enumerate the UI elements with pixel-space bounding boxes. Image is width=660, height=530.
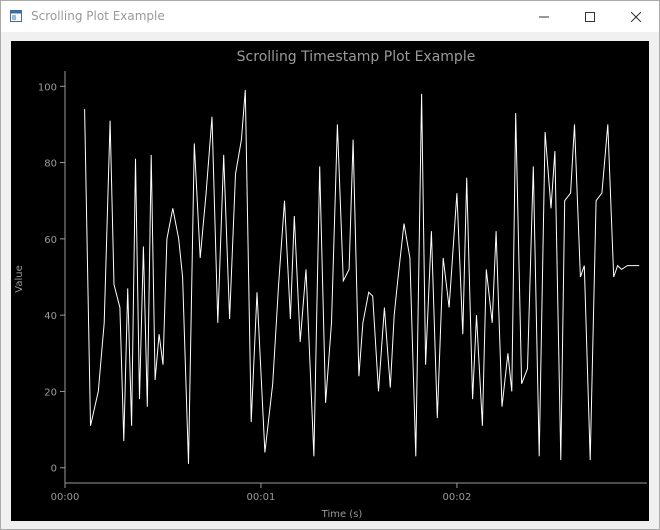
- plot-widget[interactable]: Scrolling Timestamp Plot Example 0 20 40 60…: [11, 41, 649, 521]
- y-tick-label: 60: [44, 235, 57, 246]
- close-icon: [631, 11, 641, 22]
- x-tick-label: 00:02: [443, 492, 472, 503]
- chart-title: Scrolling Timestamp Plot Example: [236, 49, 476, 65]
- series-line: [84, 90, 640, 464]
- y-tick-label: 80: [44, 159, 57, 170]
- title-bar[interactable]: Scrolling Plot Example: [1, 1, 659, 32]
- app-window-icon: [10, 10, 22, 22]
- plot-canvas[interactable]: 0 20 40 60 80 100 00:00 00:01 00:02 Value Time …: [11, 41, 649, 521]
- y-ticks: 0 20 40 60 80 100: [38, 82, 65, 475]
- x-axis-label: Time (s): [321, 509, 363, 520]
- minimize-icon: [539, 16, 549, 17]
- series-layer: [84, 90, 640, 464]
- minimize-button[interactable]: [521, 1, 567, 32]
- window-title: Scrolling Plot Example: [31, 9, 165, 23]
- axes: [64, 71, 647, 484]
- y-tick-label: 20: [44, 387, 57, 398]
- maximize-icon: [585, 11, 595, 22]
- y-tick-label: 0: [51, 464, 57, 475]
- y-tick-label: 100: [38, 82, 57, 93]
- close-button[interactable]: [613, 1, 659, 32]
- maximize-button[interactable]: [567, 1, 613, 32]
- x-ticks: 00:00 00:01 00:02: [51, 483, 472, 503]
- x-tick-label: 00:00: [51, 492, 80, 503]
- y-tick-label: 40: [44, 311, 57, 322]
- y-axis-label: Value: [14, 265, 25, 292]
- x-tick-label: 00:01: [247, 492, 276, 503]
